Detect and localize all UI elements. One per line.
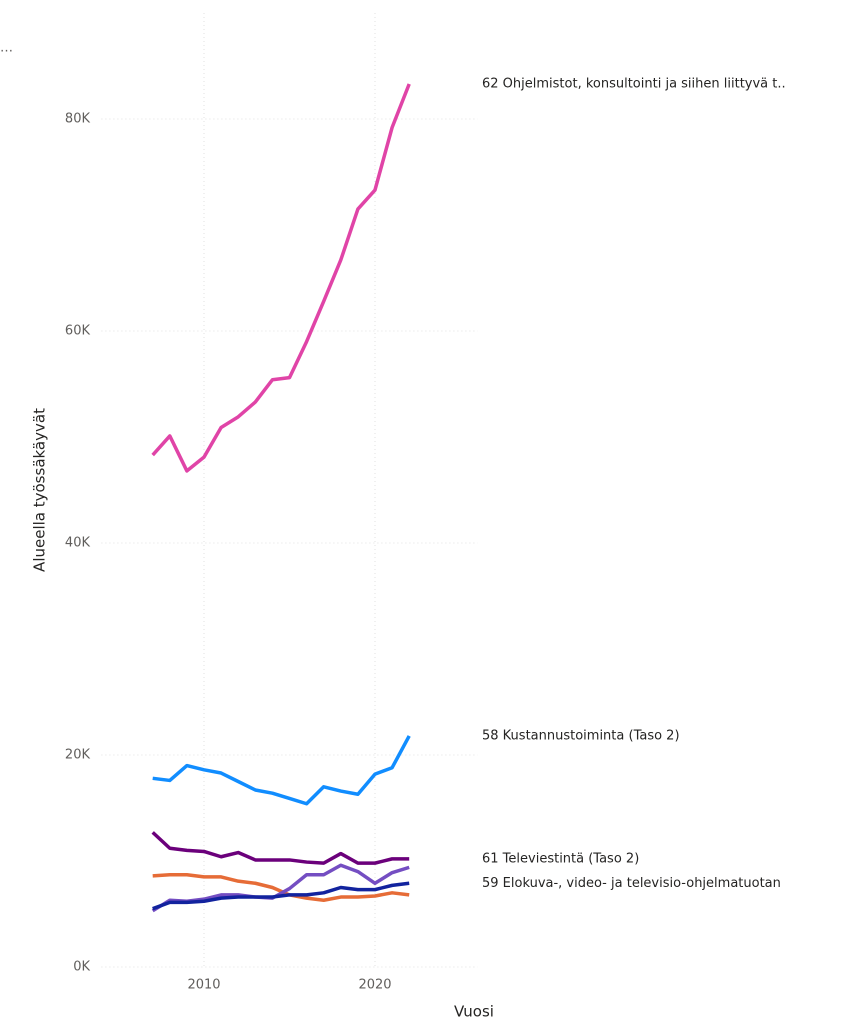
series-label: 58 Kustannustoiminta (Taso 2) [482, 728, 680, 743]
x-tick-label: 2010 [187, 978, 220, 993]
series-line [151, 831, 410, 865]
chart-title: … [0, 41, 13, 56]
y-tick-label: 0K [73, 960, 90, 975]
series-label: 59 Elokuva-, video- ja televisio-ohjelma… [482, 876, 781, 891]
series-line [152, 873, 410, 902]
x-axis-title: Vuosi [454, 1003, 494, 1021]
series-label: 61 Televiestintä (Taso 2) [482, 851, 639, 866]
y-axis-title: Alueella työssäkäyvät [31, 408, 49, 572]
series-label: 62 Ohjelmistot, konsultointi ja siihen l… [482, 77, 786, 92]
y-tick-label: 20K [65, 748, 91, 763]
series-line [152, 735, 411, 806]
y-tick-label: 60K [65, 324, 91, 339]
y-tick-label: 40K [65, 536, 91, 551]
y-tick-label: 80K [65, 112, 91, 127]
series-line [152, 881, 410, 911]
series-line [151, 83, 411, 473]
x-tick-label: 2020 [358, 978, 391, 993]
